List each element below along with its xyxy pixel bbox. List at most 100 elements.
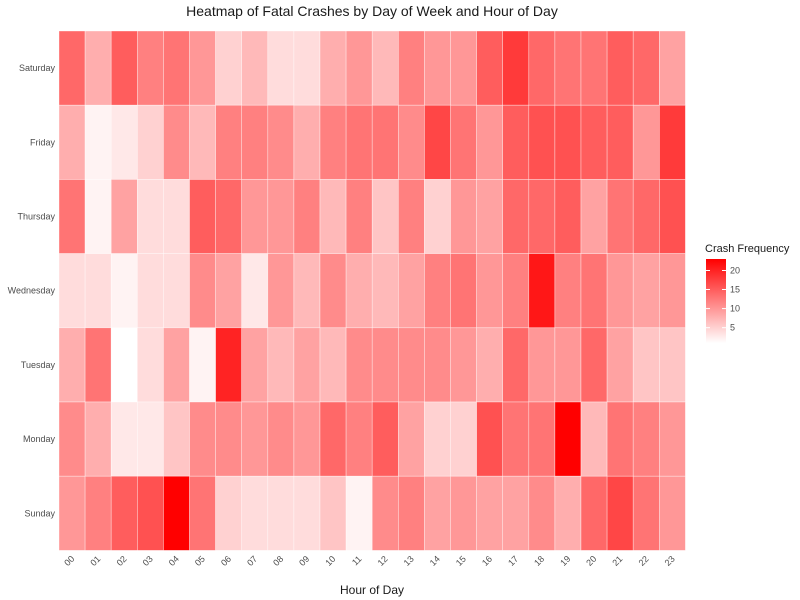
heatmap-cell (658, 253, 686, 329)
x-tick-label: 12 (376, 554, 390, 568)
heatmap-cell (424, 30, 451, 106)
heatmap-cell (84, 327, 112, 403)
heatmap-cell (293, 104, 321, 180)
heatmap-cell (189, 30, 216, 106)
heatmap-cell (267, 401, 295, 477)
heatmap-cell (580, 30, 608, 106)
heatmap-cell (163, 327, 190, 403)
heatmap-cell (658, 475, 686, 551)
heatmap-cell (110, 475, 138, 551)
heatmap-cell (345, 401, 373, 477)
heatmap-cell (84, 30, 112, 106)
heatmap-cell (371, 253, 399, 329)
heatmap-cell (58, 253, 86, 329)
heatmap-cell (658, 104, 686, 180)
heatmap-cell (241, 475, 269, 551)
heatmap-cell (371, 401, 399, 477)
y-tick-label: Tuesday (21, 360, 56, 370)
x-tick-label: 06 (219, 554, 233, 568)
heatmap-cell (241, 401, 269, 477)
heatmap-cell (528, 475, 556, 551)
heatmap-cell (215, 30, 243, 106)
x-tick-label: 19 (558, 554, 572, 568)
heatmap-cell (110, 401, 138, 477)
legend-tick-label: 10 (730, 304, 740, 314)
heatmap-cell (267, 253, 295, 329)
heatmap-cell (502, 253, 530, 329)
x-tick-label: 14 (428, 554, 442, 568)
heatmap-cell (580, 401, 608, 477)
y-tick-label: Friday (30, 137, 56, 147)
heatmap-cell (397, 327, 425, 403)
x-tick-label: 08 (271, 554, 285, 568)
heatmap-cell (137, 475, 164, 551)
heatmap-cell (137, 30, 164, 106)
y-tick-label: Thursday (17, 212, 55, 222)
x-tick-label: 00 (62, 554, 76, 568)
heatmap-cell (476, 179, 504, 254)
heatmap-cell (163, 30, 190, 106)
heatmap-cell (215, 104, 243, 180)
heatmap-cell (267, 475, 295, 551)
heatmap-cell (606, 104, 634, 180)
legend-title: Crash Frequency (705, 243, 790, 255)
heatmap-cell (658, 327, 686, 403)
heatmap-cell (580, 327, 608, 403)
heatmap-cell (528, 30, 556, 106)
heatmap-cell (215, 475, 243, 551)
heatmap-cell (397, 30, 425, 106)
heatmap-cell (528, 104, 556, 180)
heatmap-cell (554, 253, 582, 329)
heatmap-cell (241, 30, 269, 106)
heatmap-cell (163, 475, 190, 551)
heatmap-cell (397, 179, 425, 254)
x-tick-label: 20 (584, 554, 598, 568)
heatmap-cell (632, 104, 660, 180)
heatmap-cell (58, 475, 86, 551)
heatmap-cell (345, 327, 373, 403)
x-axis-title: Hour of Day (340, 583, 404, 597)
heatmap-cell (632, 327, 660, 403)
heatmap-cell (319, 179, 347, 254)
heatmap-cell (658, 179, 686, 254)
heatmap-cell (371, 104, 399, 180)
y-tick-label: Sunday (24, 508, 55, 518)
heatmap-cell (137, 253, 164, 329)
x-tick-label: 01 (88, 554, 102, 568)
heatmap-cell (554, 179, 582, 254)
y-tick-label: Saturday (19, 63, 56, 73)
legend-ticks: 5 10 15 20 (706, 266, 740, 333)
heatmap-cell (163, 253, 190, 329)
legend-colorbar (706, 259, 726, 343)
heatmap-cell (424, 327, 451, 403)
heatmap-cell (580, 179, 608, 254)
heatmap-cell (554, 327, 582, 403)
x-axis-ticks: 00 01 02 03 04 05 06 07 08 09 10 11 12 13 14 15 16 17 18 19… (62, 554, 677, 568)
legend: Crash Frequency 5 10 15 20 (705, 243, 790, 343)
heatmap-cell (658, 401, 686, 477)
heatmap-cell (215, 327, 243, 403)
heatmap-cell (397, 401, 425, 477)
heatmap-cell (137, 327, 164, 403)
heatmap-cell (554, 401, 582, 477)
heatmap-cell (84, 179, 112, 254)
heatmap-cell (606, 475, 634, 551)
heatmap-cell (267, 179, 295, 254)
x-tick-label: 09 (297, 554, 311, 568)
x-tick-label: 22 (637, 554, 651, 568)
x-tick-label: 10 (323, 554, 337, 568)
heatmap-cell (554, 104, 582, 180)
heatmap-cell (424, 179, 451, 254)
heatmap-cell (502, 179, 530, 254)
heatmap-cell (424, 401, 451, 477)
heatmap-cells (58, 30, 686, 551)
heatmap-cell (632, 401, 660, 477)
heatmap-cell (371, 327, 399, 403)
x-tick-label: 18 (532, 554, 546, 568)
heatmap-cell (502, 104, 530, 180)
heatmap-cell (110, 104, 138, 180)
y-tick-label: Monday (23, 434, 56, 444)
heatmap-cell (528, 327, 556, 403)
heatmap-cell (424, 104, 451, 180)
heatmap-cell (267, 30, 295, 106)
